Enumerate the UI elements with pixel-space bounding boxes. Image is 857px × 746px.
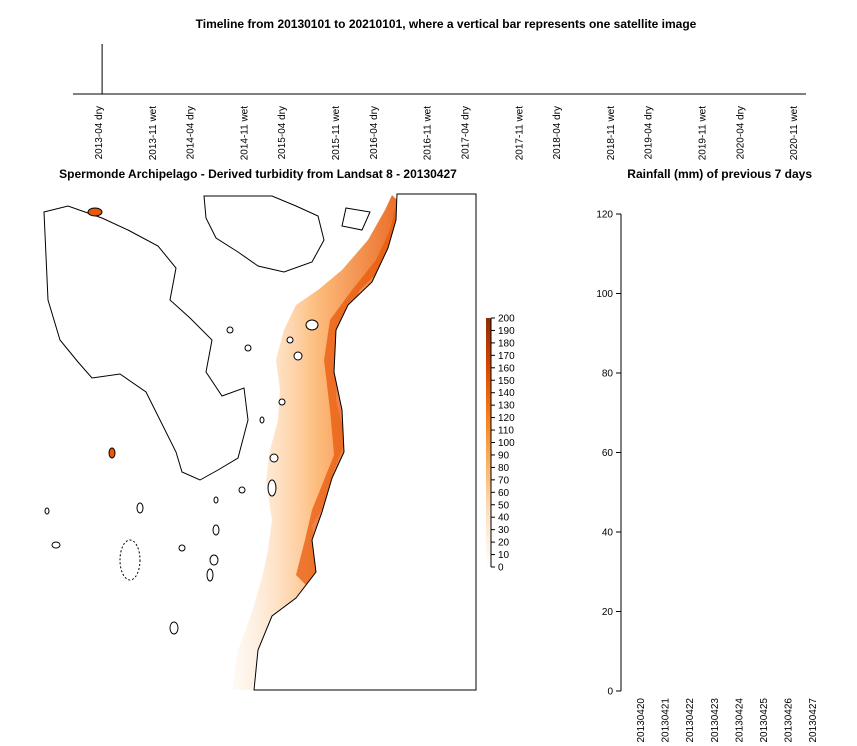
colorbar-tick-label: 140 <box>498 388 515 399</box>
map-title: Spermonde Archipelago - Derived turbidit… <box>59 167 457 181</box>
timeline-tick-label: 2020-11 wet <box>789 106 800 161</box>
colorbar-tick-label: 110 <box>498 426 514 437</box>
rainfall-y-tick-label: 60 <box>602 448 614 459</box>
timeline-panel: Timeline from 20130101 to 20210101, wher… <box>73 17 806 160</box>
colorbar-tick-label: 30 <box>498 525 510 536</box>
timeline-tick-label: 2017-04 dry <box>461 106 472 159</box>
rainfall-y-tick-label: 80 <box>602 369 614 380</box>
timeline-tick-label: 2018-11 wet <box>606 106 617 161</box>
colorbar-tick-label: 40 <box>498 513 510 524</box>
rainfall-x-tick-label: 20130422 <box>685 698 696 743</box>
timeline-ticks: 2013-04 dry 2013-11 wet 2014-04 dry 2014-11… <box>94 106 800 161</box>
timeline-tick-label: 2017-11 wet <box>514 106 525 161</box>
colorbar-tick-label: 20 <box>498 538 510 549</box>
timeline-tick-label: 2018-04 dry <box>552 106 563 159</box>
rainfall-y-ticks: 0 20 40 60 80 100 120 <box>596 210 621 698</box>
timeline-tick-label: 2016-04 dry <box>369 106 380 159</box>
rainfall-x-tick-label: 20130427 <box>808 698 819 743</box>
timeline-tick-label: 2019-04 dry <box>644 106 655 159</box>
timeline-tick-label: 2016-11 wet <box>423 106 434 161</box>
rainfall-y-tick-label: 0 <box>607 687 613 698</box>
colorbar-tick-label: 120 <box>498 413 515 424</box>
rainfall-x-tick-label: 20130425 <box>759 698 770 743</box>
island-north-right <box>341 207 371 231</box>
colorbar-tick-label: 200 <box>498 314 515 325</box>
rainfall-x-tick-label: 20130424 <box>734 698 745 743</box>
colorbar-tick-label: 60 <box>498 488 510 499</box>
colorbar-tick-label: 70 <box>498 475 510 486</box>
colorbar-tick-label: 50 <box>498 500 510 511</box>
timeline-tick-label: 2020-04 dry <box>736 106 747 159</box>
colorbar-tick-label: 150 <box>498 376 515 387</box>
colorbar-tick-label: 170 <box>498 351 515 362</box>
rainfall-x-tick-label: 20130423 <box>710 698 721 743</box>
colorbar-gradient <box>486 318 491 567</box>
rainfall-title: Rainfall (mm) of previous 7 days <box>627 167 812 181</box>
turbidity-plume <box>232 195 402 690</box>
timeline-tick-label: 2014-11 wet <box>239 106 250 161</box>
turbidity-map-panel: Spermonde Archipelago - Derived turbidit… <box>43 167 515 691</box>
timeline-tick-label: 2013-04 dry <box>94 106 105 159</box>
colorbar-tick-label: 80 <box>498 463 510 474</box>
timeline-tick-label: 2015-11 wet <box>331 106 342 161</box>
rainfall-x-tick-label: 20130426 <box>784 698 795 743</box>
rainfall-y-tick-label: 120 <box>596 210 613 221</box>
mainland <box>253 193 477 691</box>
colorbar-tick-label: 100 <box>498 438 515 449</box>
timeline-tick-label: 2014-04 dry <box>186 106 197 159</box>
rainfall-panel: Rainfall (mm) of previous 7 days 0 20 40 60… <box>596 167 819 743</box>
timeline-title: Timeline from 20130101 to 20210101, wher… <box>196 17 697 31</box>
colorbar-tick-label: 180 <box>498 338 515 349</box>
rainfall-x-tick-label: 20130421 <box>661 698 672 743</box>
rainfall-x-tick-label: 20130420 <box>636 698 647 743</box>
colorbar-tick-label: 90 <box>498 450 510 461</box>
timeline-tick-label: 2019-11 wet <box>697 106 708 161</box>
rainfall-y-tick-label: 40 <box>602 528 614 539</box>
turbidity-map <box>43 193 477 691</box>
island-north-center <box>203 195 325 273</box>
island-northwest <box>43 205 249 481</box>
rainfall-y-tick-label: 20 <box>602 607 614 618</box>
turbidity-plume-core <box>296 205 400 585</box>
colorbar-tick-label: 190 <box>498 326 515 337</box>
rainfall-y-tick-label: 100 <box>596 289 613 300</box>
timeline-tick-label: 2015-04 dry <box>277 106 288 159</box>
reef-islands <box>44 207 319 635</box>
rainfall-x-ticks: 20130420 20130421 20130422 20130423 20130424… <box>636 698 819 743</box>
colorbar-tick-label: 10 <box>498 550 510 561</box>
timeline-tick-label: 2013-11 wet <box>148 106 159 161</box>
colorbar-tick-label: 130 <box>498 401 515 412</box>
colorbar-tick-label: 160 <box>498 363 515 374</box>
colorbar-tick-label: 0 <box>498 563 504 574</box>
